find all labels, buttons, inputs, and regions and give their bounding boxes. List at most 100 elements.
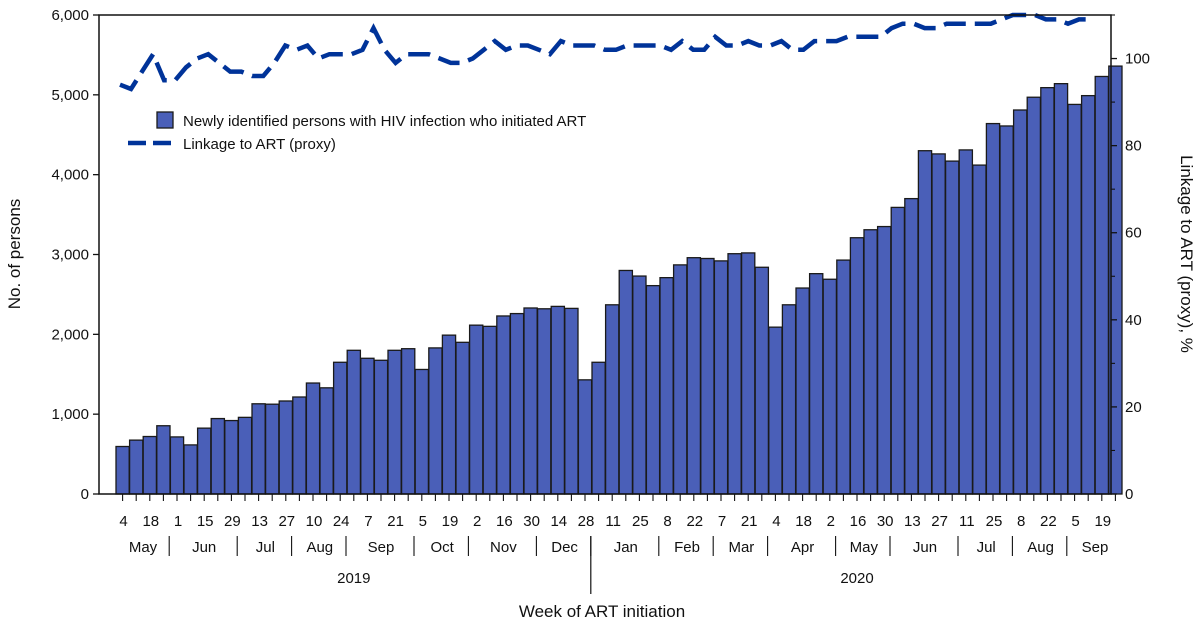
bar	[577, 379, 593, 495]
y2-axis-title: Linkage to ART (proxy), %	[1177, 155, 1196, 353]
x-day-label: 2	[473, 513, 481, 530]
right-axis: 0 20 40 60 80 100	[1111, 14, 1150, 503]
bar	[210, 417, 226, 495]
bar	[972, 164, 987, 495]
x-month-label: May	[850, 539, 879, 556]
x-day-label: 8	[663, 513, 671, 530]
bar	[781, 304, 797, 495]
x-day-label: 19	[1094, 513, 1111, 530]
x-month-label: Jul	[256, 539, 275, 556]
x-day-label: 5	[419, 513, 427, 530]
x-day-label: 30	[523, 513, 540, 530]
bar	[360, 357, 375, 495]
bar	[917, 150, 933, 495]
x-day-label: 14	[550, 513, 567, 530]
y-tick-label: 2,000	[51, 326, 89, 343]
x-month-label: Jun	[913, 539, 937, 556]
x-axis: 4 18 1 15 29 13 27 10 24 7 21 5 19 2 16 30 14 28 11 25 8 22 7 2…	[119, 494, 1116, 594]
x-month-label: Aug	[1027, 539, 1054, 556]
x-month-label: Jan	[614, 539, 638, 556]
x-month-label: Feb	[674, 539, 700, 556]
bar	[904, 197, 919, 495]
bar	[672, 264, 688, 495]
bar	[468, 324, 484, 495]
y-tick-label: 5,000	[51, 87, 89, 104]
bar	[713, 260, 729, 495]
bar	[604, 304, 620, 495]
x-year-label: 2019	[337, 570, 370, 587]
x-day-label: 18	[795, 513, 812, 530]
bar	[618, 269, 634, 495]
x-day-label: 2	[827, 513, 835, 530]
x-day-label: 25	[986, 513, 1003, 530]
bar	[1040, 86, 1055, 495]
bar	[550, 305, 566, 495]
bar	[645, 284, 661, 495]
bar	[808, 273, 824, 495]
x-day-label: 29	[224, 513, 241, 530]
x-axis-title: Week of ART initiation	[519, 602, 685, 621]
linkage-line	[119, 12, 1090, 92]
bar	[768, 326, 783, 495]
x-day-label: 1	[174, 513, 182, 530]
bar	[387, 349, 402, 495]
y2-tick-label: 40	[1125, 312, 1142, 329]
bar	[509, 312, 525, 495]
bar	[400, 348, 416, 495]
bar	[958, 149, 974, 495]
y2-tick-label: 0	[1125, 486, 1133, 503]
x-day-label: 22	[686, 513, 703, 530]
bar	[1067, 103, 1082, 495]
y-tick-label: 1,000	[51, 406, 89, 423]
bar-series	[115, 65, 1123, 495]
bar	[890, 206, 906, 495]
x-day-label: 19	[442, 513, 459, 530]
x-day-label: 27	[931, 513, 948, 530]
bar	[1094, 75, 1110, 495]
x-day-label: 24	[333, 513, 350, 530]
y2-tick-label: 100	[1125, 51, 1150, 68]
bar	[332, 361, 348, 495]
bar	[496, 315, 511, 495]
x-day-label: 18	[142, 513, 159, 530]
bar	[523, 307, 538, 495]
y-tick-label: 4,000	[51, 167, 89, 184]
bar	[428, 347, 443, 495]
x-day-label: 7	[718, 513, 726, 530]
x-day-label: 27	[278, 513, 295, 530]
bar	[183, 444, 198, 495]
bar	[849, 237, 865, 495]
bar	[822, 278, 838, 495]
x-day-label: 4	[772, 513, 780, 530]
bar	[591, 361, 606, 495]
bar	[740, 252, 756, 495]
y2-tick-label: 60	[1125, 225, 1142, 242]
bar	[931, 153, 946, 495]
y-tick-label: 0	[81, 486, 89, 503]
bar	[863, 229, 878, 495]
x-month-label: Dec	[551, 539, 578, 556]
x-month-label: Apr	[791, 539, 814, 556]
bar	[1026, 96, 1042, 495]
legend-bar-swatch	[156, 111, 174, 129]
y-tick-label: 3,000	[51, 247, 89, 264]
x-year-label: 2020	[840, 570, 873, 587]
bar	[754, 266, 770, 495]
bar	[441, 334, 457, 495]
bar	[876, 225, 892, 495]
bar	[700, 257, 715, 495]
bar	[414, 368, 430, 495]
x-month-label: Nov	[490, 539, 517, 556]
bar	[795, 287, 810, 495]
bar	[115, 445, 130, 495]
x-day-label: 21	[741, 513, 758, 530]
bar	[999, 125, 1014, 495]
x-month-label: Sep	[368, 539, 395, 556]
x-day-label: 10	[306, 513, 323, 530]
x-day-label: 21	[387, 513, 404, 530]
bar	[373, 359, 389, 495]
bar	[224, 419, 239, 495]
x-day-label: 13	[251, 513, 268, 530]
